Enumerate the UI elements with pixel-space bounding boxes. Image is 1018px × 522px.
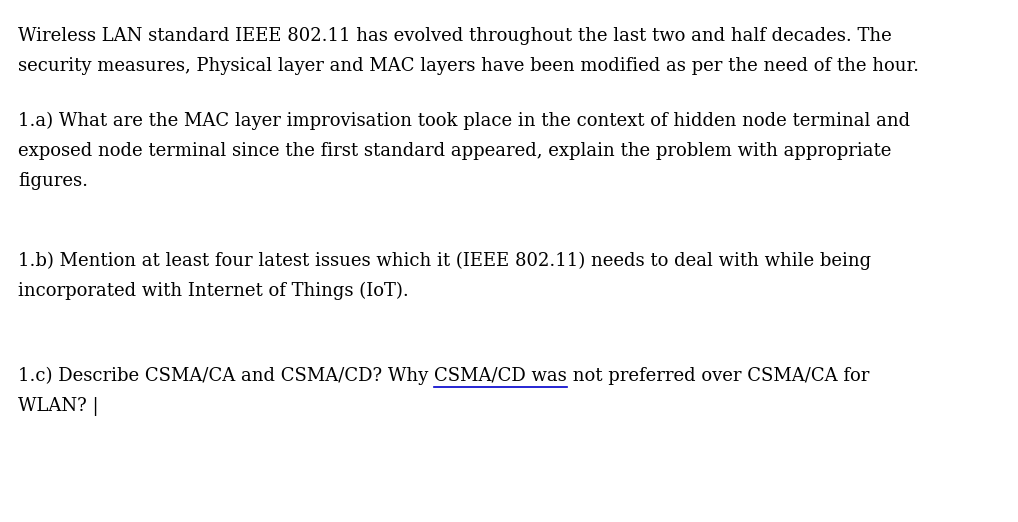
Text: figures.: figures. bbox=[18, 172, 88, 190]
Text: WLAN? |: WLAN? | bbox=[18, 397, 99, 416]
Text: 1.c) Describe CSMA/CA and CSMA/CD? Why: 1.c) Describe CSMA/CA and CSMA/CD? Why bbox=[18, 367, 434, 385]
Text: 1.a) What are the MAC layer improvisation took place in the context of hidden no: 1.a) What are the MAC layer improvisatio… bbox=[18, 112, 910, 130]
Text: not preferred over CSMA/CA for: not preferred over CSMA/CA for bbox=[567, 367, 869, 385]
Text: 1.b) Mention at least four latest issues which it (IEEE 802.11) needs to deal wi: 1.b) Mention at least four latest issues… bbox=[18, 252, 871, 270]
Text: CSMA/CD was: CSMA/CD was bbox=[434, 367, 567, 385]
Text: Wireless LAN standard IEEE 802.11 has evolved throughout the last two and half d: Wireless LAN standard IEEE 802.11 has ev… bbox=[18, 27, 892, 45]
Text: incorporated with Internet of Things (IoT).: incorporated with Internet of Things (Io… bbox=[18, 282, 409, 300]
Text: exposed node terminal since the first standard appeared, explain the problem wit: exposed node terminal since the first st… bbox=[18, 142, 892, 160]
Text: security measures, Physical layer and MAC layers have been modified as per the n: security measures, Physical layer and MA… bbox=[18, 57, 919, 75]
